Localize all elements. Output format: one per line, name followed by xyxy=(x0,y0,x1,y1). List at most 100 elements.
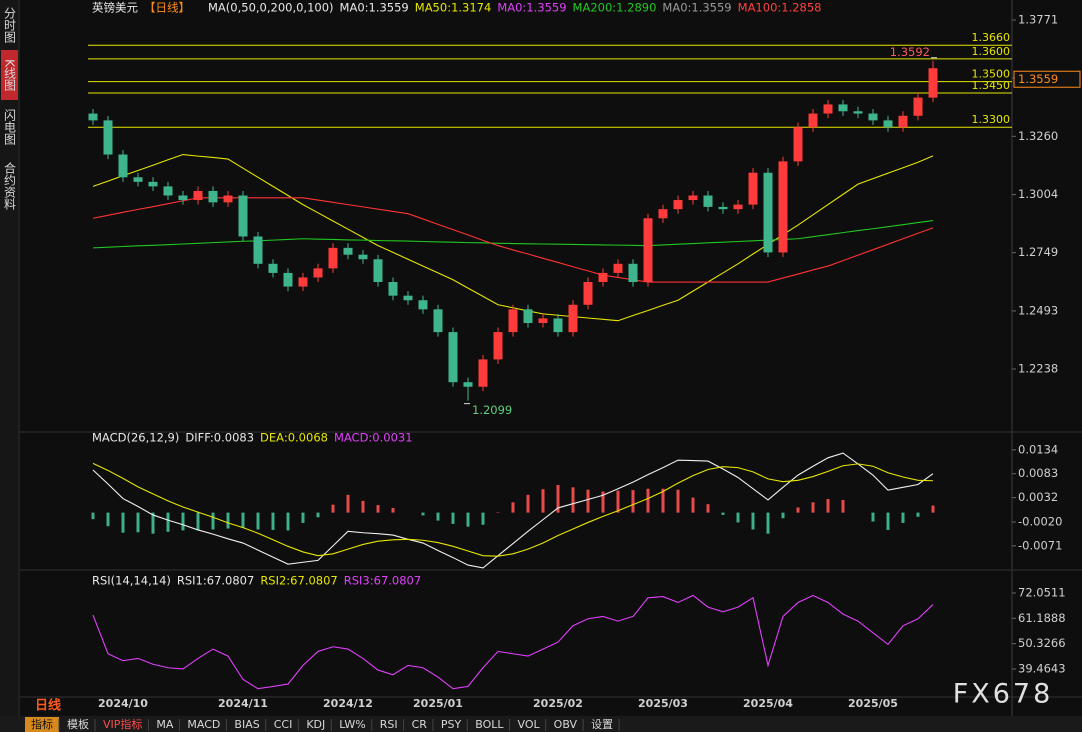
candle-body xyxy=(658,209,668,219)
toolbar-item[interactable]: MACD xyxy=(187,718,220,731)
legend-item: MA200:1.2890 xyxy=(573,1,657,15)
candle-body xyxy=(118,154,128,178)
candle-body xyxy=(193,190,203,201)
toolbar-item[interactable]: 模板 xyxy=(67,717,89,731)
candle-body xyxy=(373,259,383,283)
candle-body xyxy=(838,104,848,112)
candle-body xyxy=(223,195,233,203)
candle-body xyxy=(148,181,158,187)
y-tick-label: -0.0020 xyxy=(1018,514,1062,528)
toolbar-item[interactable]: VOL xyxy=(518,718,541,731)
candle-body xyxy=(163,186,173,196)
legend-item: RSI2:67.0807 xyxy=(260,574,337,588)
toolbar-item[interactable]: RSI xyxy=(380,718,398,731)
toolbar-item[interactable]: OBV xyxy=(554,718,578,731)
candle-body xyxy=(298,277,308,287)
y-tick-label: 1.2749 xyxy=(1018,245,1058,259)
candle-body xyxy=(628,263,638,283)
y-tick-label: 72.0511 xyxy=(1018,585,1066,599)
x-tick-label: 2025/02 xyxy=(533,697,583,710)
candle-body xyxy=(763,172,773,253)
candle-body xyxy=(733,204,743,210)
toolbar xyxy=(0,716,1082,732)
toolbar-item[interactable]: CCI xyxy=(274,718,293,731)
candle-body xyxy=(613,263,623,273)
legend-item: MACD(26,12,9) xyxy=(92,431,179,445)
toolbar-item[interactable]: CR xyxy=(412,718,428,731)
candle-body xyxy=(538,318,548,323)
legend-item: DEA:0.0068 xyxy=(260,431,328,445)
indicator-line xyxy=(92,462,934,557)
candle-body xyxy=(748,172,758,205)
y-tick-label: 61.1888 xyxy=(1018,611,1066,625)
candle-body xyxy=(568,304,578,333)
x-tick-label: 2024/11 xyxy=(218,697,268,710)
candle-body xyxy=(673,200,683,210)
candle-body xyxy=(268,263,278,273)
candle-body xyxy=(598,272,608,283)
price-level-label: 1.3500 xyxy=(972,68,1011,81)
price-level-label: 1.3660 xyxy=(972,31,1011,44)
candle-body xyxy=(688,195,698,201)
x-tick-label: 2024/12 xyxy=(323,697,373,710)
candle-body xyxy=(778,161,788,253)
price-level-label: 1.3600 xyxy=(972,45,1011,58)
sidebar-tab[interactable]: 合约资料 xyxy=(3,161,17,210)
candle-body xyxy=(523,309,533,323)
candle-body xyxy=(283,272,293,287)
candle-body xyxy=(403,295,413,301)
legend-item: MA100:1.2858 xyxy=(738,1,822,15)
legend-item: MA0:1.3559 xyxy=(497,1,566,15)
y-tick-label: 0.0083 xyxy=(1018,466,1058,480)
sidebar-tab[interactable]: K线图 xyxy=(3,59,17,91)
candle-body xyxy=(793,127,803,162)
candle-body xyxy=(133,177,143,182)
toolbar-active xyxy=(25,717,59,732)
legend-item: MA0:1.3559 xyxy=(340,1,409,15)
toolbar-item[interactable]: BIAS xyxy=(234,718,259,731)
candle-body xyxy=(313,268,323,278)
legend-item: 英镑美元 xyxy=(92,1,138,15)
candle-body xyxy=(238,195,248,237)
candle-body xyxy=(853,111,863,114)
y-tick-label: -0.0071 xyxy=(1018,538,1062,552)
candle-body xyxy=(493,332,503,360)
sidebar-tab[interactable]: 分时图 xyxy=(3,7,17,43)
toolbar-item[interactable]: 设置 xyxy=(591,718,613,731)
sidebar-tab[interactable]: 闪电图 xyxy=(3,109,17,145)
candle-body xyxy=(478,359,488,387)
candle-body xyxy=(208,190,218,203)
low-label: 1.2099 xyxy=(472,403,512,417)
price-level-label: 1.3450 xyxy=(972,79,1011,92)
indicator-line xyxy=(92,594,934,690)
candle-body xyxy=(718,206,728,210)
period-label: 日线 xyxy=(35,698,61,714)
watermark: FX678 xyxy=(953,679,1054,710)
toolbar-item[interactable]: PSY xyxy=(441,718,462,731)
candle-body xyxy=(88,113,98,121)
y-tick-label: 0.0134 xyxy=(1018,442,1058,456)
toolbar-item[interactable]: LW% xyxy=(339,718,365,731)
candle-body xyxy=(103,120,113,155)
toolbar-item[interactable]: 指标 xyxy=(31,717,53,731)
candle-body xyxy=(253,236,263,264)
toolbar-item[interactable]: KDJ xyxy=(306,718,325,731)
y-tick-label: 1.3771 xyxy=(1018,12,1058,26)
y-tick-label: 39.4643 xyxy=(1018,661,1066,675)
toolbar-item[interactable]: BOLL xyxy=(475,718,504,731)
sidebar xyxy=(0,0,18,716)
indicator-line xyxy=(92,220,934,249)
toolbar-item[interactable]: VIP指标 xyxy=(103,717,142,731)
legend-item: RSI(14,14,14) xyxy=(92,574,171,588)
candle-body xyxy=(343,247,353,255)
high-label: 1.3592 xyxy=(890,45,930,59)
candle-body xyxy=(388,282,398,296)
legend-item: RSI1:67.0807 xyxy=(177,574,254,588)
candle-body xyxy=(328,247,338,269)
candle-body xyxy=(928,68,938,98)
legend-item: 【日线】 xyxy=(144,1,190,15)
y-tick-label: 0.0032 xyxy=(1018,490,1058,504)
toolbar-item[interactable]: MA xyxy=(156,718,173,731)
candle-body xyxy=(448,332,458,383)
